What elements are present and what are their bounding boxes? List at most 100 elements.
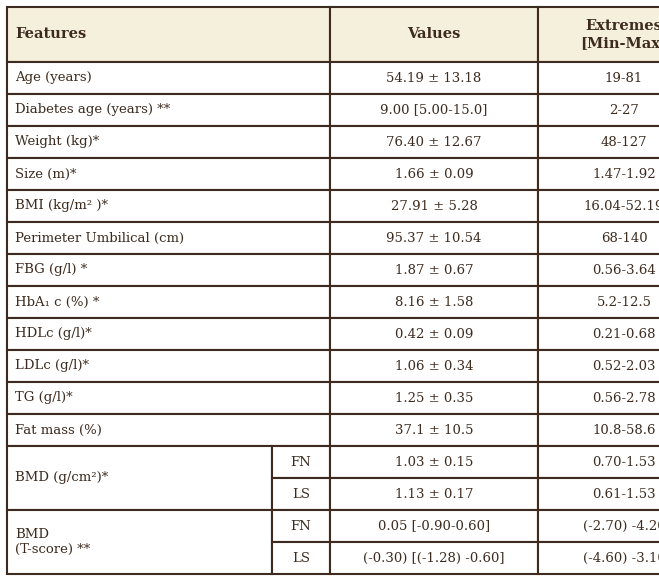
Bar — [7, 286, 330, 318]
Text: 1.25 ± 0.35: 1.25 ± 0.35 — [395, 392, 473, 404]
Text: Extremes
[Min-Max]: Extremes [Min-Max] — [581, 19, 659, 49]
Text: 1.47-1.92: 1.47-1.92 — [592, 167, 656, 180]
Text: 0.05 [-0.90-0.60]: 0.05 [-0.90-0.60] — [378, 519, 490, 532]
Bar — [538, 350, 659, 382]
Bar — [330, 446, 538, 478]
Text: (-2.70) -4.20: (-2.70) -4.20 — [583, 519, 659, 532]
Bar — [272, 478, 330, 510]
Text: 0.42 ± 0.09: 0.42 ± 0.09 — [395, 328, 473, 340]
Bar — [330, 254, 538, 286]
Bar — [330, 350, 538, 382]
Bar — [7, 350, 330, 382]
Text: 1.03 ± 0.15: 1.03 ± 0.15 — [395, 456, 473, 468]
Bar — [7, 222, 330, 254]
Bar — [330, 414, 538, 446]
Text: 2-27: 2-27 — [609, 103, 639, 116]
Bar — [7, 94, 330, 126]
Text: LS: LS — [292, 552, 310, 565]
Text: FN: FN — [291, 456, 311, 468]
Text: 1.06 ± 0.34: 1.06 ± 0.34 — [395, 359, 473, 373]
Text: 0.70-1.53: 0.70-1.53 — [592, 456, 656, 468]
Text: TG (g/l)*: TG (g/l)* — [15, 392, 72, 404]
Bar — [7, 126, 330, 158]
Bar — [330, 126, 538, 158]
Bar — [538, 446, 659, 478]
Text: 10.8-58.6: 10.8-58.6 — [592, 423, 656, 437]
Bar — [538, 510, 659, 542]
Text: 8.16 ± 1.58: 8.16 ± 1.58 — [395, 295, 473, 309]
Bar — [7, 7, 330, 62]
Bar — [538, 318, 659, 350]
Bar — [7, 62, 330, 94]
Bar — [538, 7, 659, 62]
Bar — [538, 222, 659, 254]
Text: 9.00 [5.00-15.0]: 9.00 [5.00-15.0] — [380, 103, 488, 116]
Bar — [330, 190, 538, 222]
Text: BMD (g/cm²)*: BMD (g/cm²)* — [15, 471, 108, 484]
Text: (-4.60) -3.10: (-4.60) -3.10 — [583, 552, 659, 565]
Text: BMI (kg/m² )*: BMI (kg/m² )* — [15, 200, 108, 212]
Text: 27.91 ± 5.28: 27.91 ± 5.28 — [391, 200, 477, 212]
Text: 0.61-1.53: 0.61-1.53 — [592, 487, 656, 501]
Text: Size (m)*: Size (m)* — [15, 167, 76, 180]
Text: 1.87 ± 0.67: 1.87 ± 0.67 — [395, 264, 473, 276]
Bar — [330, 510, 538, 542]
Bar — [330, 62, 538, 94]
Text: 1.66 ± 0.09: 1.66 ± 0.09 — [395, 167, 473, 180]
Bar — [538, 414, 659, 446]
Bar — [7, 510, 272, 574]
Bar — [538, 158, 659, 190]
Text: 37.1 ± 10.5: 37.1 ± 10.5 — [395, 423, 473, 437]
Bar — [538, 190, 659, 222]
Text: Perimeter Umbilical (cm): Perimeter Umbilical (cm) — [15, 231, 184, 245]
Text: 0.56-3.64: 0.56-3.64 — [592, 264, 656, 276]
Bar — [330, 222, 538, 254]
Bar — [538, 126, 659, 158]
Bar — [7, 446, 272, 510]
Text: Features: Features — [15, 28, 86, 42]
Bar — [538, 94, 659, 126]
Text: 76.40 ± 12.67: 76.40 ± 12.67 — [386, 136, 482, 149]
Bar — [538, 542, 659, 574]
Bar — [272, 542, 330, 574]
Text: 5.2-12.5: 5.2-12.5 — [596, 295, 652, 309]
Text: LDLc (g/l)*: LDLc (g/l)* — [15, 359, 89, 373]
Bar — [538, 286, 659, 318]
Text: (-0.30) [(-1.28) -0.60]: (-0.30) [(-1.28) -0.60] — [363, 552, 505, 565]
Bar — [538, 382, 659, 414]
Text: FN: FN — [291, 519, 311, 532]
Text: Fat mass (%): Fat mass (%) — [15, 423, 102, 437]
Text: 0.52-2.03: 0.52-2.03 — [592, 359, 656, 373]
Bar — [330, 478, 538, 510]
Bar — [7, 254, 330, 286]
Bar — [272, 446, 330, 478]
Bar — [7, 158, 330, 190]
Text: 95.37 ± 10.54: 95.37 ± 10.54 — [386, 231, 482, 245]
Text: HDLc (g/l)*: HDLc (g/l)* — [15, 328, 92, 340]
Text: 68-140: 68-140 — [601, 231, 647, 245]
Bar — [330, 542, 538, 574]
Text: 16.04-52.19: 16.04-52.19 — [584, 200, 659, 212]
Text: 1.13 ± 0.17: 1.13 ± 0.17 — [395, 487, 473, 501]
Text: FBG (g/l) *: FBG (g/l) * — [15, 264, 87, 276]
Bar — [7, 382, 330, 414]
Text: Weight (kg)*: Weight (kg)* — [15, 136, 100, 149]
Bar — [330, 7, 538, 62]
Text: HbA₁ c (%) *: HbA₁ c (%) * — [15, 295, 100, 309]
Bar — [330, 382, 538, 414]
Bar — [272, 510, 330, 542]
Text: 19-81: 19-81 — [605, 72, 643, 85]
Text: 0.56-2.78: 0.56-2.78 — [592, 392, 656, 404]
Text: 0.21-0.68: 0.21-0.68 — [592, 328, 656, 340]
Text: LS: LS — [292, 487, 310, 501]
Bar — [538, 478, 659, 510]
Text: Age (years): Age (years) — [15, 72, 92, 85]
Text: 48-127: 48-127 — [601, 136, 647, 149]
Bar — [538, 62, 659, 94]
Bar — [7, 414, 330, 446]
Bar — [330, 286, 538, 318]
Bar — [7, 318, 330, 350]
Text: 54.19 ± 13.18: 54.19 ± 13.18 — [386, 72, 482, 85]
Bar — [7, 190, 330, 222]
Bar — [330, 158, 538, 190]
